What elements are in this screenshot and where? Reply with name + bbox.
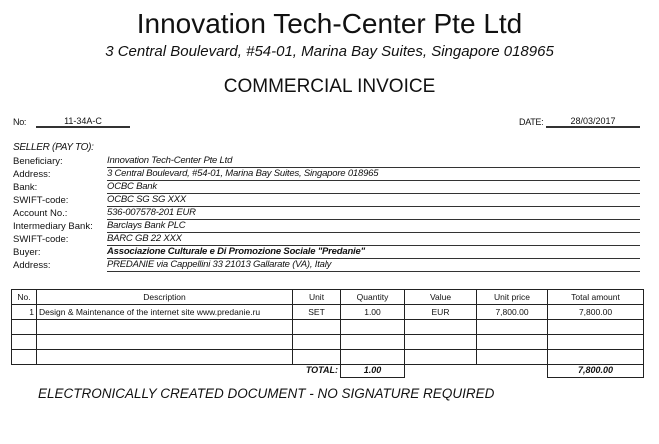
seller-field-value: Barclays Bank PLC [107, 220, 640, 233]
table-row [11, 349, 644, 365]
column-header: Unit [292, 289, 341, 305]
company-address: 3 Central Boulevard, #54-01, Marina Bay … [105, 43, 554, 60]
total-amount: 7,800.00 [547, 364, 644, 378]
column-header: Quantity [340, 289, 405, 305]
seller-field-value: BARC GB 22 XXX [107, 233, 640, 246]
table-cell [36, 334, 293, 350]
table-cell [547, 334, 644, 350]
table-row: 1 Design & Maintenance of the internet si… [11, 304, 644, 320]
total-label: TOTAL: [305, 365, 338, 375]
table-cell [340, 334, 405, 350]
seller-field-label: Address: [13, 169, 51, 180]
column-header: Description [36, 289, 293, 305]
table-cell: 7,800.00 [547, 304, 644, 320]
seller-field-label: Bank: [13, 182, 38, 193]
seller-field-value: OCBC Bank [107, 181, 640, 194]
invoice-no-label: No: [13, 117, 27, 127]
table-cell [11, 319, 37, 335]
column-header: Total amount [547, 289, 644, 305]
table-cell [11, 349, 37, 365]
footer-note: ELECTRONICALLY CREATED DOCUMENT - NO SIG… [38, 386, 495, 401]
seller-field-label: SWIFT-code: [13, 195, 69, 206]
seller-field-label: SWIFT-code: [13, 234, 69, 245]
seller-field-value: Innovation Tech-Center Pte Ltd [107, 155, 640, 168]
seller-field-label: Account No.: [13, 208, 68, 219]
table-cell [547, 349, 644, 365]
table-cell: SET [292, 304, 341, 320]
table-cell: EUR [404, 304, 477, 320]
table-row [11, 319, 644, 335]
table-cell [547, 319, 644, 335]
table-cell: 1.00 [340, 304, 405, 320]
table-header-row: No. Description Unit Quantity Value Unit pric… [11, 289, 644, 305]
table-cell: Design & Maintenance of the internet sit… [36, 304, 293, 320]
table-cell [476, 334, 548, 350]
total-quantity: 1.00 [340, 364, 405, 378]
seller-field-value: 536-007578-201 EUR [107, 207, 640, 220]
seller-heading: SELLER (PAY TO): [13, 142, 94, 153]
column-header: Unit price [476, 289, 548, 305]
seller-field-label: Intermediary Bank: [13, 221, 93, 232]
column-header: Value [404, 289, 477, 305]
seller-field-label: Beneficiary: [13, 156, 63, 167]
seller-field-value: OCBC SG SG XXX [107, 194, 640, 207]
document-title: COMMERCIAL INVOICE [223, 76, 436, 97]
seller-field-value: 3 Central Boulevard, #54-01, Marina Bay … [107, 168, 640, 181]
table-cell [36, 349, 293, 365]
table-cell [476, 349, 548, 365]
table-cell [404, 334, 477, 350]
date-label: DATE: [519, 117, 544, 127]
table-row [11, 334, 644, 350]
seller-field-value: Associazione Culturale e Di Promozione S… [107, 246, 640, 259]
table-cell [340, 349, 405, 365]
items-table: No. Description Unit Quantity Value Unit pric… [11, 289, 644, 365]
table-cell [292, 349, 341, 365]
column-header: No. [11, 289, 37, 305]
table-cell [404, 319, 477, 335]
date-value: 28/03/2017 [546, 116, 640, 128]
table-cell: 7,800.00 [476, 304, 548, 320]
table-cell [11, 334, 37, 350]
table-cell: 1 [11, 304, 37, 320]
table-cell [36, 319, 293, 335]
seller-field-value: PREDANIE via Cappellini 33 21013 Gallara… [107, 259, 640, 272]
seller-field-label: Address: [13, 260, 51, 271]
table-cell [404, 349, 477, 365]
table-cell [476, 319, 548, 335]
invoice-no-value: 11-34A-C [36, 116, 130, 128]
seller-field-label: Buyer: [13, 247, 41, 258]
table-cell [292, 334, 341, 350]
table-cell [292, 319, 341, 335]
company-name: Innovation Tech-Center Pte Ltd [136, 8, 523, 39]
table-cell [340, 319, 405, 335]
